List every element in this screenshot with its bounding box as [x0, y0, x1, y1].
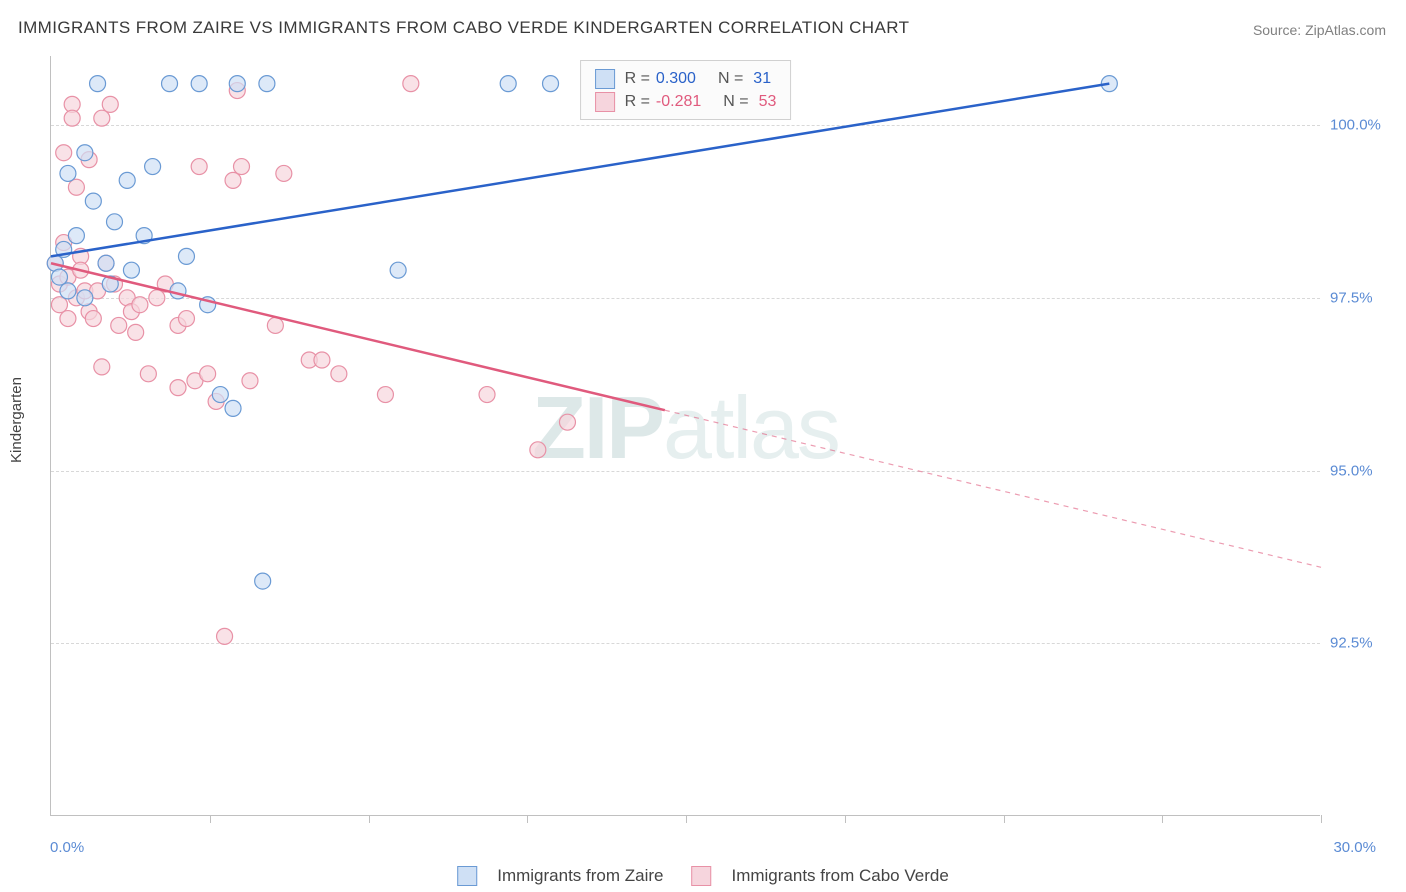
series-legend-item-zaire: Immigrants from Zaire — [457, 866, 663, 886]
data-point — [200, 366, 216, 382]
data-point — [377, 387, 393, 403]
data-point — [225, 400, 241, 416]
data-point — [225, 172, 241, 188]
data-point — [259, 76, 275, 92]
swatch-cabo — [595, 92, 615, 112]
x-axis-min-label: 0.0% — [50, 839, 84, 856]
data-point — [191, 159, 207, 175]
r-value-zaire: 0.300 — [656, 67, 696, 90]
data-point — [234, 159, 250, 175]
series-legend-item-cabo: Immigrants from Cabo Verde — [691, 866, 948, 886]
series-legend: Immigrants from Zaire Immigrants from Ca… — [457, 866, 949, 886]
data-point — [64, 110, 80, 126]
data-point — [530, 442, 546, 458]
x-tick — [369, 815, 370, 823]
data-point — [60, 165, 76, 181]
y-tick-label: 97.5% — [1330, 289, 1390, 306]
data-point — [102, 96, 118, 112]
data-point — [85, 193, 101, 209]
data-point — [51, 297, 67, 313]
y-axis-label: Kindergarten — [8, 377, 25, 463]
data-point — [140, 366, 156, 382]
data-point — [94, 359, 110, 375]
data-point — [559, 414, 575, 430]
data-point — [276, 165, 292, 181]
data-point — [178, 311, 194, 327]
data-point — [128, 324, 144, 340]
x-tick — [210, 815, 211, 823]
data-point — [98, 255, 114, 271]
data-point — [123, 262, 139, 278]
swatch-zaire — [457, 866, 477, 886]
data-point — [390, 262, 406, 278]
data-point — [68, 228, 84, 244]
data-point — [242, 373, 258, 389]
x-tick — [527, 815, 528, 823]
data-point — [331, 366, 347, 382]
data-point — [77, 290, 93, 306]
series-name-zaire: Immigrants from Zaire — [497, 866, 663, 886]
n-value-cabo: 53 — [759, 90, 777, 113]
y-tick-label: 95.0% — [1330, 462, 1390, 479]
data-point — [119, 172, 135, 188]
x-tick — [845, 815, 846, 823]
data-point — [191, 76, 207, 92]
data-point — [56, 145, 72, 161]
data-point — [255, 573, 271, 589]
data-point — [90, 76, 106, 92]
data-point — [217, 628, 233, 644]
data-point — [500, 76, 516, 92]
data-point — [170, 380, 186, 396]
chart-svg — [51, 56, 1320, 815]
data-point — [178, 248, 194, 264]
data-point — [77, 145, 93, 161]
correlation-legend: R = 0.300 N = 31 R = -0.281 N = 53 — [580, 60, 792, 120]
swatch-zaire — [595, 69, 615, 89]
x-tick — [1004, 815, 1005, 823]
r-label: R = — [625, 67, 650, 90]
series-name-cabo: Immigrants from Cabo Verde — [731, 866, 948, 886]
chart-title: IMMIGRANTS FROM ZAIRE VS IMMIGRANTS FROM… — [18, 18, 909, 38]
y-tick-label: 92.5% — [1330, 635, 1390, 652]
data-point — [94, 110, 110, 126]
data-point — [60, 311, 76, 327]
data-point — [403, 76, 419, 92]
n-label: N = — [723, 90, 748, 113]
plot-area: ZIPatlas 92.5%95.0%97.5%100.0% R = 0.300… — [50, 56, 1320, 816]
r-value-cabo: -0.281 — [656, 90, 701, 113]
data-point — [51, 269, 67, 285]
x-tick — [1321, 815, 1322, 823]
source-label: Source: ZipAtlas.com — [1253, 22, 1386, 38]
data-point — [314, 352, 330, 368]
data-point — [479, 387, 495, 403]
n-value-zaire: 31 — [753, 67, 771, 90]
data-point — [145, 159, 161, 175]
swatch-cabo — [691, 866, 711, 886]
data-point — [162, 76, 178, 92]
r-label: R = — [625, 90, 650, 113]
data-point — [229, 76, 245, 92]
data-point — [111, 317, 127, 333]
data-point — [132, 297, 148, 313]
y-tick-label: 100.0% — [1330, 117, 1390, 134]
data-point — [170, 283, 186, 299]
data-point — [85, 311, 101, 327]
x-tick — [686, 815, 687, 823]
data-point — [107, 214, 123, 230]
data-point — [212, 387, 228, 403]
trend-line — [51, 263, 665, 410]
x-axis-max-label: 30.0% — [1333, 839, 1376, 856]
legend-row-zaire: R = 0.300 N = 31 — [595, 67, 777, 90]
data-point — [149, 290, 165, 306]
x-tick — [1162, 815, 1163, 823]
data-point — [543, 76, 559, 92]
n-label: N = — [718, 67, 743, 90]
data-point — [68, 179, 84, 195]
data-point — [267, 317, 283, 333]
trend-line-extrapolated — [665, 410, 1321, 567]
data-point — [60, 283, 76, 299]
legend-row-cabo: R = -0.281 N = 53 — [595, 90, 777, 113]
